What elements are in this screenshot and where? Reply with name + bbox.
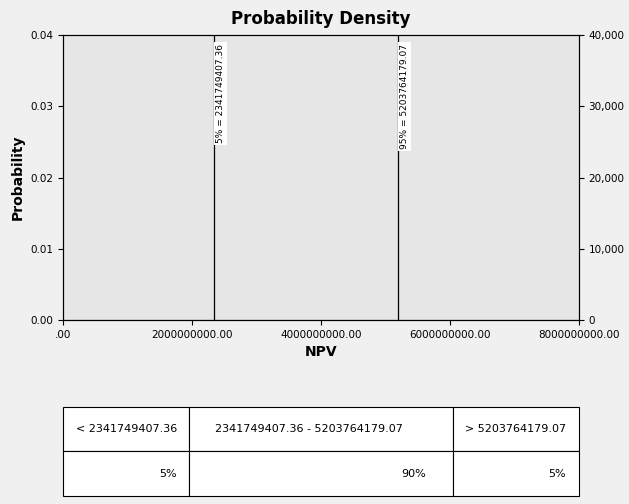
X-axis label: NPV: NPV [304,345,337,359]
Title: Probability Density: Probability Density [231,10,411,28]
Text: 5% = 2341749407.36: 5% = 2341749407.36 [216,44,225,143]
Y-axis label: Probability: Probability [11,135,25,220]
Text: 95% = 5203764179.07: 95% = 5203764179.07 [400,44,409,149]
